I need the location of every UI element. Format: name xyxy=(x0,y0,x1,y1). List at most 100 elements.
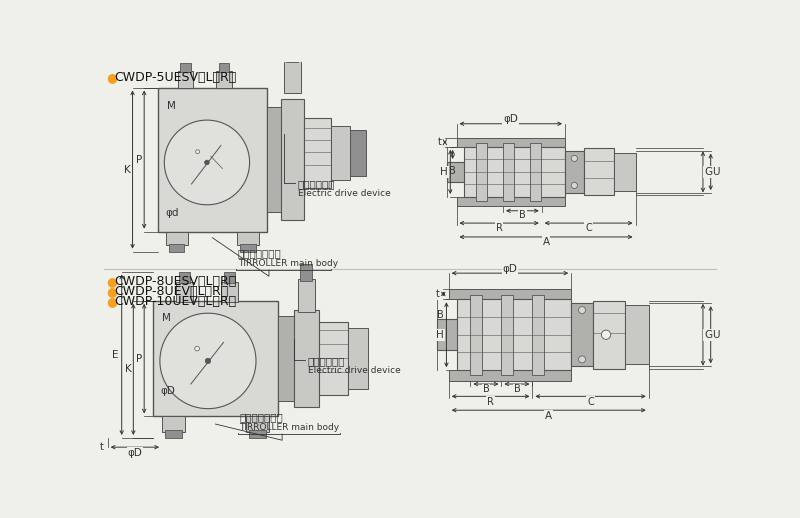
Text: H: H xyxy=(436,330,444,340)
Circle shape xyxy=(578,356,586,363)
Text: φD: φD xyxy=(502,264,518,274)
Bar xyxy=(266,107,281,212)
Text: φD: φD xyxy=(503,114,518,124)
Text: K: K xyxy=(124,165,130,175)
Text: ●: ● xyxy=(106,295,117,309)
Bar xyxy=(284,61,301,93)
Bar xyxy=(166,232,187,246)
Text: t: t xyxy=(100,442,104,452)
Circle shape xyxy=(205,160,210,165)
Bar xyxy=(449,289,571,299)
Bar xyxy=(176,282,193,301)
Text: R: R xyxy=(487,397,494,407)
Text: チルローラ本体: チルローラ本体 xyxy=(239,412,283,423)
Bar xyxy=(169,244,185,252)
Bar xyxy=(565,151,584,193)
Text: 電動駅動装置: 電動駅動装置 xyxy=(308,356,346,366)
Text: C: C xyxy=(587,397,594,407)
Text: G: G xyxy=(704,330,713,340)
Text: U: U xyxy=(712,330,720,340)
Text: TIRROLLER main body: TIRROLLER main body xyxy=(239,423,340,431)
Bar xyxy=(449,370,571,381)
Bar xyxy=(165,430,182,438)
Text: B: B xyxy=(514,384,520,394)
Bar xyxy=(584,148,614,195)
Text: A: A xyxy=(545,411,552,421)
Bar xyxy=(216,70,232,89)
Circle shape xyxy=(571,182,578,189)
Text: φD: φD xyxy=(127,448,142,458)
Text: G: G xyxy=(704,167,713,177)
Circle shape xyxy=(194,347,199,351)
Circle shape xyxy=(196,150,199,154)
Bar xyxy=(530,143,541,201)
Text: H: H xyxy=(440,167,448,177)
Text: M: M xyxy=(167,102,176,111)
Text: ●: ● xyxy=(106,276,117,289)
Text: B: B xyxy=(519,210,526,220)
Circle shape xyxy=(571,155,578,162)
Text: t: t xyxy=(436,289,440,299)
Bar xyxy=(240,244,256,252)
Text: A: A xyxy=(542,237,550,247)
Bar xyxy=(179,271,190,283)
Text: E: E xyxy=(112,350,118,360)
Text: P: P xyxy=(136,354,142,364)
Bar xyxy=(348,328,368,390)
Circle shape xyxy=(164,120,250,205)
Text: CWDP-8UESV（L・R）: CWDP-8UESV（L・R） xyxy=(114,276,236,289)
Text: CWDP-5UESV（L・R）: CWDP-5UESV（L・R） xyxy=(114,71,236,84)
Bar xyxy=(249,430,266,438)
Bar xyxy=(278,316,294,401)
Bar xyxy=(457,299,571,370)
Bar xyxy=(470,295,482,375)
Bar xyxy=(457,197,565,206)
Bar xyxy=(237,232,259,246)
Text: M: M xyxy=(162,313,171,323)
Bar xyxy=(447,162,470,182)
Text: U: U xyxy=(712,167,720,177)
Bar xyxy=(298,279,314,312)
Text: 電動駅動装置: 電動駅動装置 xyxy=(298,179,335,189)
Text: チルローラ本体: チルローラ本体 xyxy=(238,249,282,258)
Bar xyxy=(294,310,318,407)
Bar xyxy=(626,306,649,364)
Bar xyxy=(614,153,635,191)
Bar xyxy=(281,99,304,220)
Text: ●: ● xyxy=(106,285,117,298)
Bar xyxy=(533,295,544,375)
Bar xyxy=(246,416,269,432)
Bar xyxy=(571,303,593,366)
Bar xyxy=(224,271,235,283)
Bar xyxy=(593,301,626,369)
Bar xyxy=(162,416,186,432)
Text: C: C xyxy=(586,223,592,233)
Bar xyxy=(476,143,486,201)
Bar xyxy=(158,88,266,232)
Text: ●: ● xyxy=(106,71,117,84)
Bar xyxy=(502,295,513,375)
Bar xyxy=(218,63,230,72)
Bar xyxy=(180,63,190,72)
Bar xyxy=(300,264,312,281)
Bar xyxy=(286,45,298,62)
Bar xyxy=(304,119,331,188)
Text: φd: φd xyxy=(166,208,179,219)
Bar xyxy=(153,301,278,416)
Text: CWDP-8UEV（L・R）: CWDP-8UEV（L・R） xyxy=(114,285,228,298)
Text: φD: φD xyxy=(161,385,175,396)
Text: K: K xyxy=(125,364,131,375)
Circle shape xyxy=(206,358,210,364)
Circle shape xyxy=(602,330,610,339)
Text: TIRROLLER main body: TIRROLLER main body xyxy=(238,258,338,267)
Bar xyxy=(350,130,366,176)
Bar xyxy=(503,143,514,201)
Bar xyxy=(464,147,565,197)
Text: B: B xyxy=(482,384,490,394)
Text: t: t xyxy=(438,137,442,147)
Bar xyxy=(178,70,193,89)
Text: B: B xyxy=(437,310,443,320)
Text: Electric drive device: Electric drive device xyxy=(308,366,401,376)
Bar xyxy=(221,282,238,301)
Bar xyxy=(318,322,348,395)
